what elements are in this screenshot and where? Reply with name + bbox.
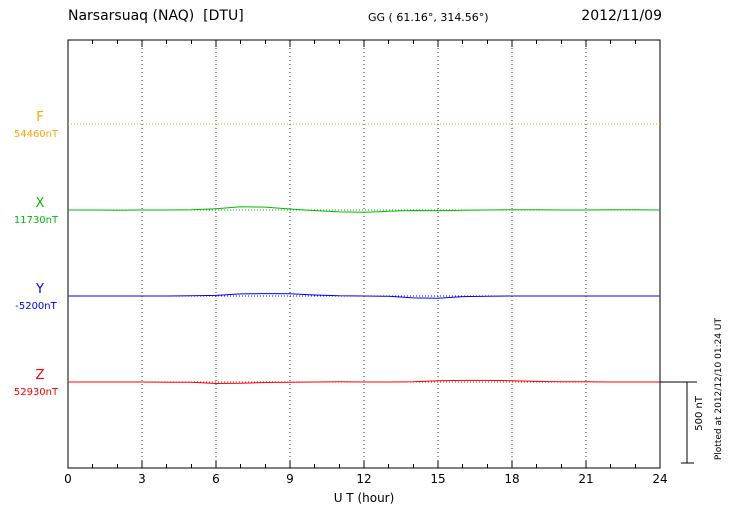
trace-letter-f: F [36,110,44,125]
scale-bar-label: 500 nT [694,396,705,431]
trace-baseline-x: 11730nT [13,215,59,226]
trace-letter-z: Z [35,368,45,383]
plotted-at-stamp: Plotted at 2012/12/10 01:24 UT [714,318,724,461]
x-tick-label: 0 [64,472,72,486]
x-tick-label: 6 [212,472,220,486]
x-tick-label: 15 [430,472,446,486]
gg-coordinates: GG ( 61.16°, 314.56°) [368,11,489,24]
trace-Y [68,293,660,299]
trace-letter-y: Y [36,282,44,297]
x-tick-label: 18 [504,472,520,486]
trace-X [68,206,661,213]
x-tick-label: 21 [578,472,594,486]
trace-baseline-f: 54460nT [13,129,59,140]
trace-baseline-z: 52930nT [13,387,59,398]
x-axis-label: U T (hour) [333,491,395,505]
x-tick-label: 9 [286,472,294,486]
trace-Z [68,379,660,385]
x-tick-label: 3 [138,472,146,486]
plot-date: 2012/11/09 [581,8,662,24]
trace-baseline-y: -5200nT [15,301,57,312]
x-tick-label: 24 [652,472,668,486]
trace-letter-x: X [35,196,45,211]
station-title: Narsarsuaq (NAQ) [DTU] [68,8,244,24]
x-tick-label: 12 [356,472,372,486]
